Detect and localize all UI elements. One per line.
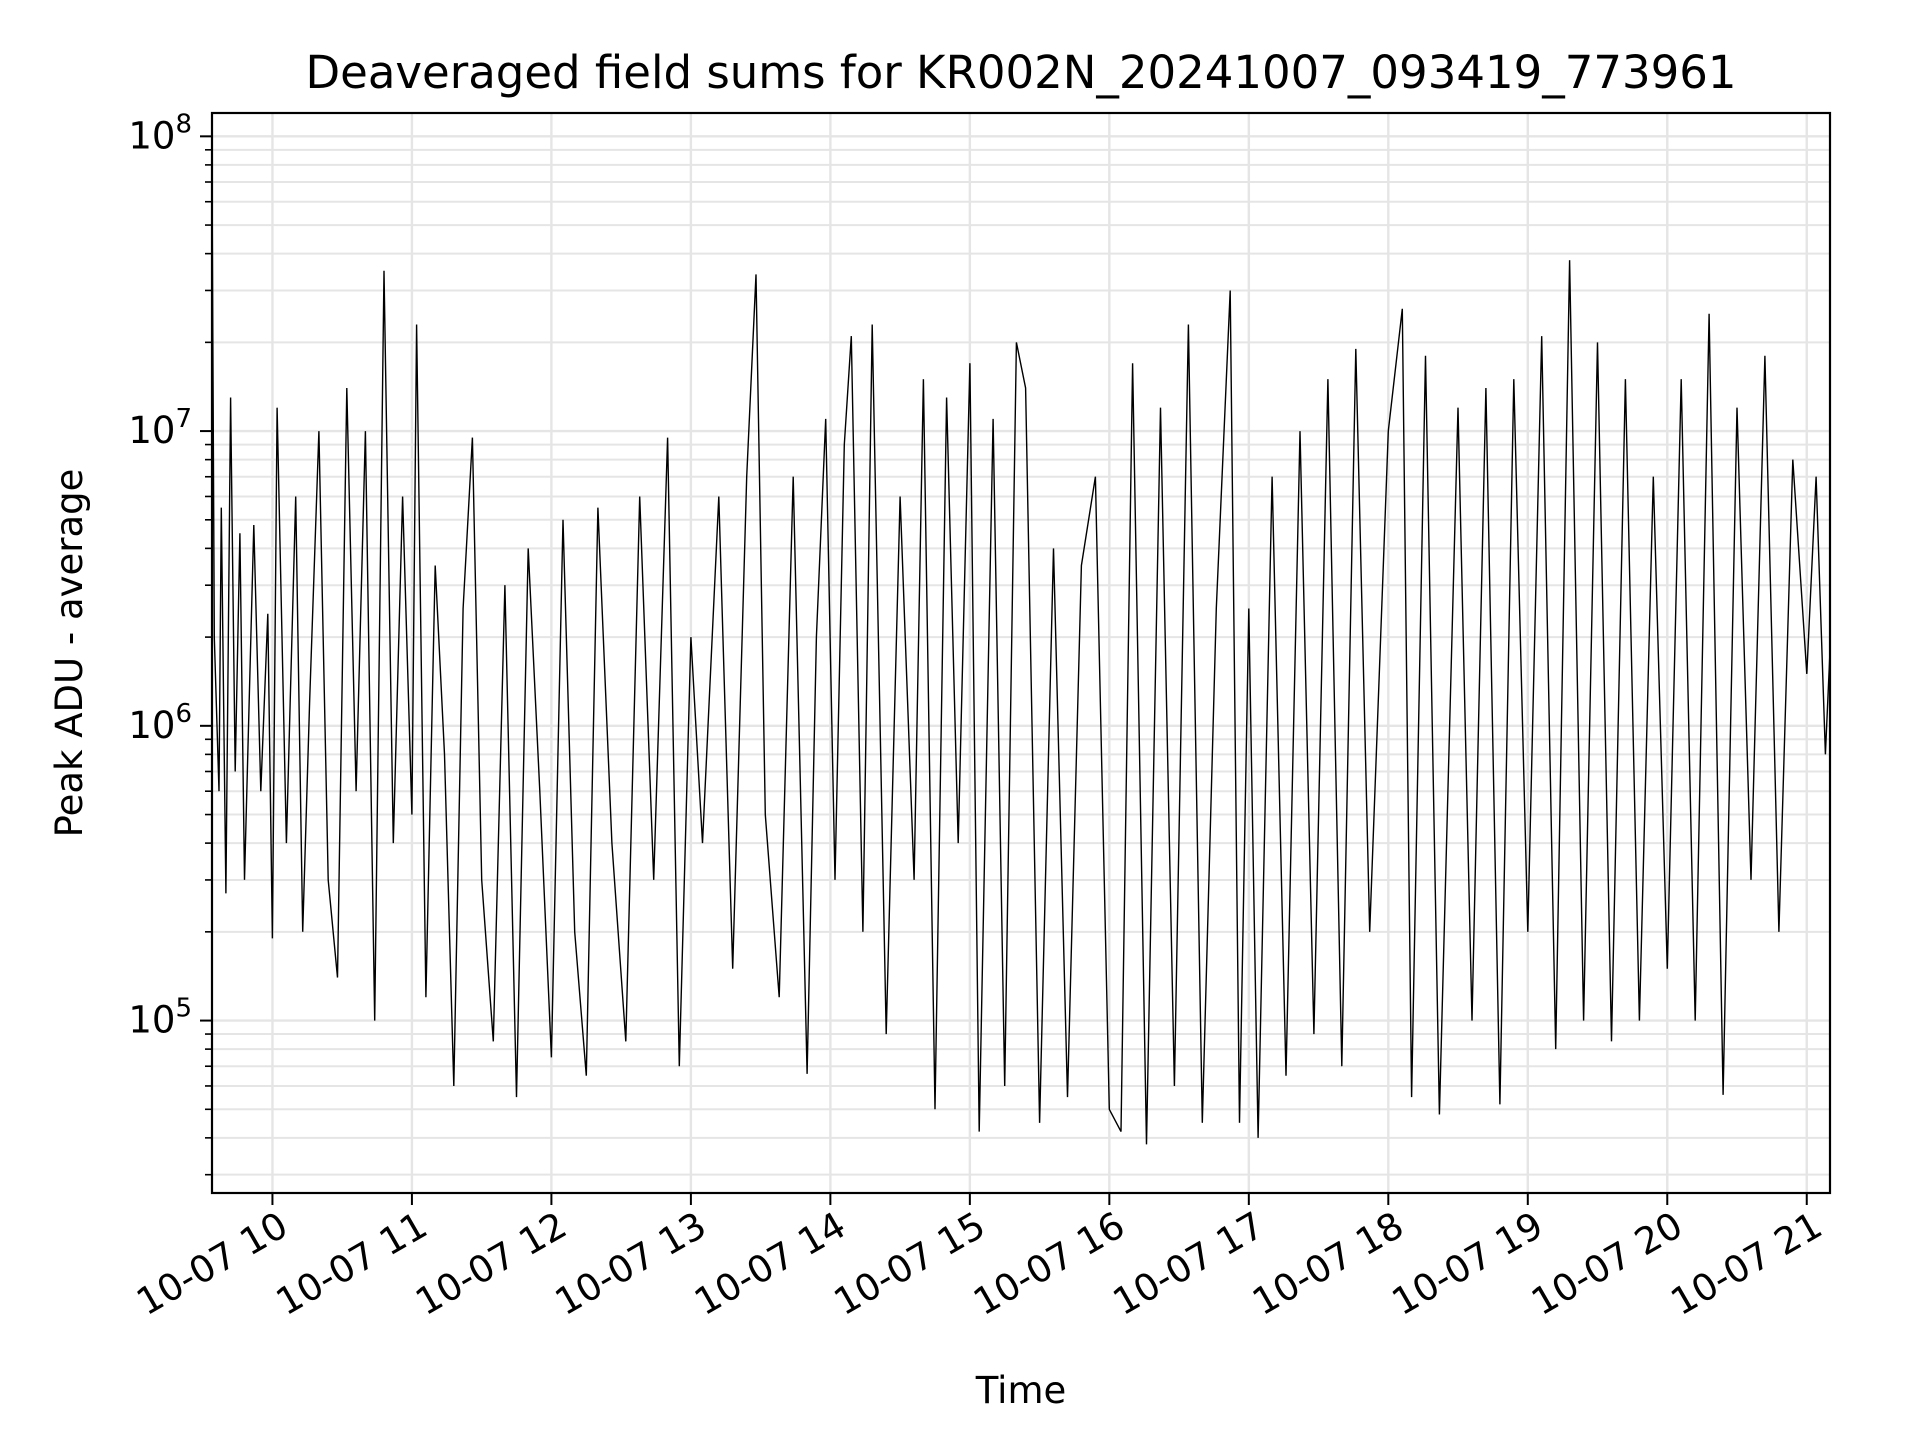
- plot-frame: [210, 111, 1832, 1195]
- y-axis: 105 106 107 108: [128, 109, 212, 1176]
- chart-title: Deaveraged field sums for KR002N_2024100…: [306, 46, 1737, 99]
- x-axis-title: Time: [975, 1369, 1067, 1412]
- y-tick-label: 107: [128, 404, 192, 452]
- y-tick-label: 105: [128, 994, 192, 1042]
- y-tick-label: 108: [128, 109, 192, 157]
- series-line: [211, 164, 1831, 1145]
- series-area: [211, 164, 1831, 1145]
- y-tick-label: 106: [128, 699, 192, 747]
- y-axis-title: Peak ADU - average: [48, 469, 91, 838]
